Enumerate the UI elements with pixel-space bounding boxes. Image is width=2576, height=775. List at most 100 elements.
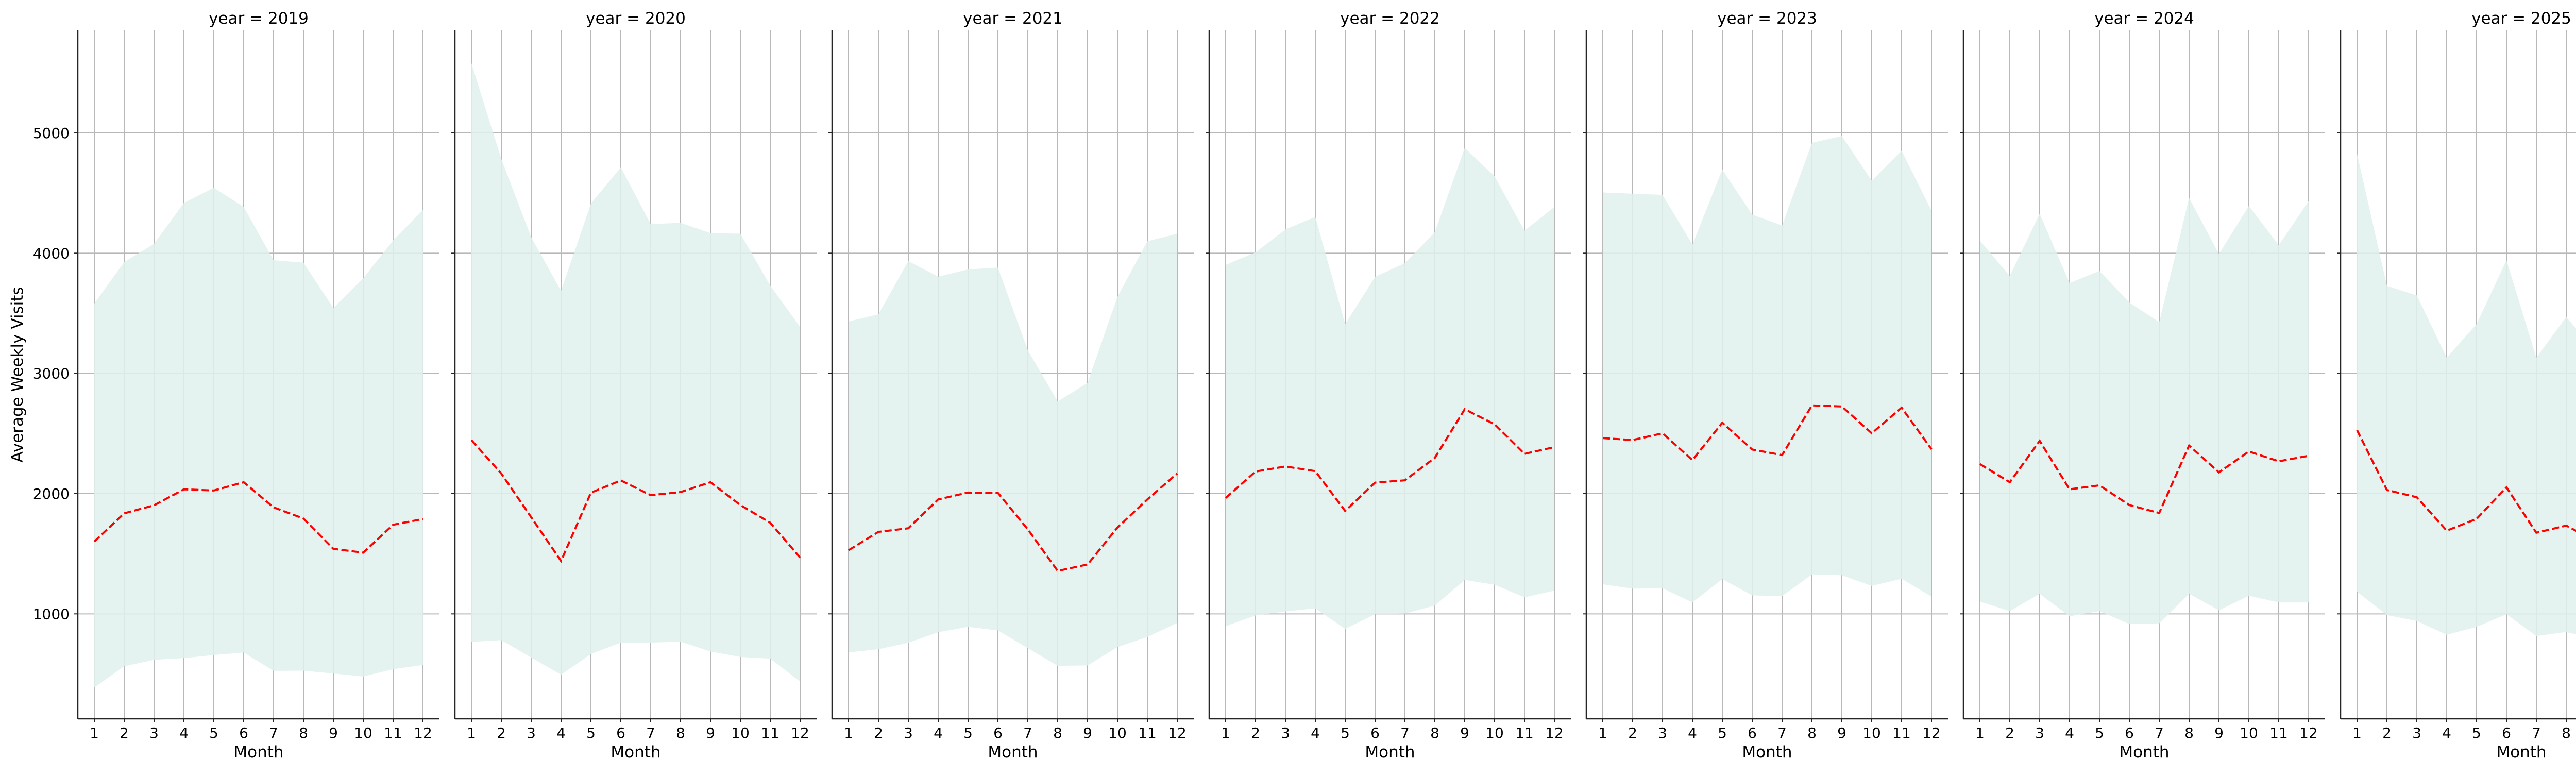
x-tick-label: 5 <box>1341 725 1350 742</box>
x-tick-label: 7 <box>269 725 278 742</box>
x-tick-label: 1 <box>467 725 476 742</box>
x-axis-label: Month <box>2496 743 2546 762</box>
x-tick-label: 12 <box>791 725 809 742</box>
x-tick-label: 6 <box>616 725 625 742</box>
panel-title: year = 2025 <box>2471 9 2571 28</box>
x-tick-label: 6 <box>2502 725 2511 742</box>
x-tick-label: 3 <box>527 725 536 742</box>
x-tick-label: 10 <box>1108 725 1127 742</box>
percentile-band <box>1603 136 1931 603</box>
panel-title: year = 2021 <box>963 9 1063 28</box>
x-tick-label: 11 <box>384 725 402 742</box>
x-tick-label: 5 <box>1718 725 1727 742</box>
x-tick-label: 7 <box>2532 725 2541 742</box>
x-tick-label: 10 <box>731 725 750 742</box>
percentile-band <box>471 63 800 682</box>
x-tick-label: 8 <box>299 725 308 742</box>
y-tick-label: 3000 <box>33 365 70 382</box>
x-tick-label: 2 <box>2382 725 2392 742</box>
y-tick-label: 1000 <box>33 605 70 622</box>
x-tick-label: 6 <box>2125 725 2134 742</box>
x-tick-label: 1 <box>844 725 853 742</box>
x-tick-label: 9 <box>2214 725 2224 742</box>
x-tick-label: 3 <box>2412 725 2421 742</box>
x-tick-label: 11 <box>1892 725 1911 742</box>
median-line <box>470 439 801 563</box>
x-tick-label: 12 <box>1545 725 1564 742</box>
x-tick-label: 10 <box>354 725 372 742</box>
x-tick-label: 1 <box>1975 725 1985 742</box>
x-tick-label: 7 <box>1023 725 1032 742</box>
x-tick-label: 3 <box>149 725 159 742</box>
median-line <box>1602 404 1933 462</box>
x-tick-label: 9 <box>1460 725 1469 742</box>
median-line <box>1225 408 1555 513</box>
panel-title: year = 2019 <box>209 9 309 28</box>
y-tick-label: 2000 <box>33 485 70 502</box>
y-tick-label: 5000 <box>33 125 70 142</box>
panel-title: year = 2024 <box>2094 9 2194 28</box>
x-tick-label: 11 <box>761 725 779 742</box>
x-tick-label: 1 <box>1221 725 1230 742</box>
x-tick-label: 7 <box>1400 725 1410 742</box>
x-tick-label: 4 <box>179 725 189 742</box>
x-tick-label: 9 <box>1837 725 1846 742</box>
x-tick-label: 7 <box>2155 725 2164 742</box>
x-tick-label: 8 <box>676 725 685 742</box>
percentile-band <box>1226 148 1554 629</box>
panel-title: year = 2022 <box>1340 9 1440 28</box>
x-axis-label: Month <box>988 743 1038 762</box>
x-tick-label: 4 <box>2065 725 2074 742</box>
x-tick-label: 11 <box>2269 725 2288 742</box>
x-tick-label: 5 <box>2472 725 2481 742</box>
x-tick-label: 5 <box>586 725 596 742</box>
x-tick-label: 6 <box>993 725 1003 742</box>
x-tick-label: 11 <box>1515 725 1534 742</box>
x-tick-label: 11 <box>1138 725 1157 742</box>
x-tick-label: 9 <box>329 725 338 742</box>
x-tick-label: 1 <box>90 725 99 742</box>
x-tick-label: 8 <box>2184 725 2194 742</box>
x-tick-label: 9 <box>706 725 715 742</box>
x-tick-label: 1 <box>1598 725 1607 742</box>
x-tick-label: 2 <box>1628 725 1637 742</box>
x-tick-label: 4 <box>934 725 943 742</box>
x-axis-label: Month <box>611 743 660 762</box>
median-line <box>848 473 1178 572</box>
x-tick-label: 4 <box>2442 725 2451 742</box>
y-tick-label: 4000 <box>33 245 70 262</box>
x-tick-label: 9 <box>1083 725 1092 742</box>
x-tick-label: 4 <box>1311 725 1320 742</box>
x-axis-label: Month <box>233 743 283 762</box>
x-tick-label: 8 <box>1053 725 1062 742</box>
x-tick-label: 8 <box>1430 725 1439 742</box>
median-line <box>93 481 423 554</box>
x-tick-label: 6 <box>239 725 248 742</box>
x-tick-label: 10 <box>2240 725 2258 742</box>
x-tick-label: 5 <box>963 725 973 742</box>
x-tick-label: 4 <box>1688 725 1697 742</box>
x-tick-label: 2 <box>2005 725 2014 742</box>
x-tick-label: 7 <box>646 725 655 742</box>
percentile-band <box>94 188 423 688</box>
x-tick-label: 1 <box>2352 725 2362 742</box>
x-tick-label: 2 <box>1251 725 1260 742</box>
x-tick-label: 12 <box>2299 725 2318 742</box>
x-tick-label: 10 <box>1485 725 1504 742</box>
percentile-band <box>1980 198 2309 625</box>
x-axis-label: Month <box>1365 743 1415 762</box>
x-tick-label: 3 <box>904 725 913 742</box>
x-tick-label: 7 <box>1777 725 1787 742</box>
x-tick-label: 10 <box>1862 725 1881 742</box>
x-tick-label: 2 <box>120 725 129 742</box>
x-tick-label: 8 <box>2562 725 2571 742</box>
x-tick-label: 2 <box>497 725 506 742</box>
panel-title: year = 2023 <box>1717 9 1817 28</box>
